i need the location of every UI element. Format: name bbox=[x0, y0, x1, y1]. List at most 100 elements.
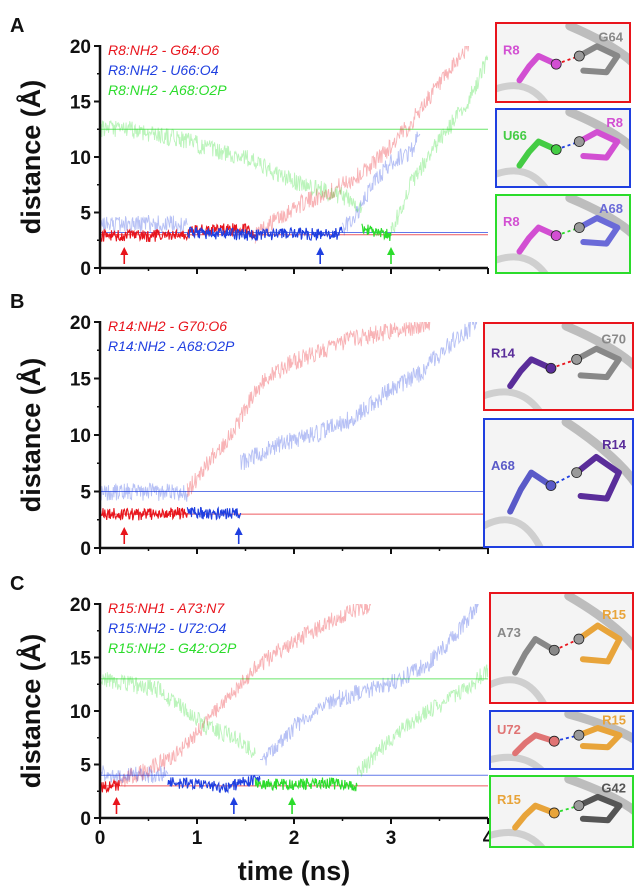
legend-entry-1: R15:NH2 - U72:O4 bbox=[108, 620, 226, 636]
legend-entry-2: R8:NH2 - A68:O2P bbox=[108, 82, 227, 98]
inset-frame bbox=[489, 775, 634, 848]
hydrogen-bond bbox=[550, 471, 578, 487]
inset-frame bbox=[489, 592, 634, 704]
inset-b-1: R14 G70 bbox=[483, 322, 634, 411]
ribbon-shape bbox=[495, 253, 550, 274]
atom-sphere bbox=[545, 480, 557, 492]
residue-sticks bbox=[512, 802, 558, 831]
atom-sphere bbox=[548, 807, 560, 819]
residue-sticks bbox=[512, 636, 558, 676]
series-line-1-seg-1 bbox=[186, 226, 344, 242]
inset-label: G42 bbox=[601, 781, 626, 796]
hydrogen-bond bbox=[550, 358, 577, 370]
ribbon-shape bbox=[565, 108, 631, 153]
series-line-2-seg-1 bbox=[361, 223, 392, 241]
y-tick-label: 5 bbox=[80, 204, 91, 225]
series-line-2-seg-0 bbox=[100, 672, 256, 758]
atom-sphere bbox=[571, 467, 583, 479]
arrow-head-2 bbox=[288, 797, 297, 805]
series-line-0-seg-1 bbox=[186, 322, 431, 498]
y-tick-label: 10 bbox=[70, 426, 91, 447]
residue-sticks bbox=[576, 43, 621, 76]
ribbon-shape bbox=[564, 710, 634, 745]
legend-entry-0: R14:NH2 - G70:O6 bbox=[108, 318, 227, 334]
residue-sticks bbox=[573, 454, 622, 502]
panel-label: A bbox=[10, 15, 24, 37]
inset-b-2: A68 R14 bbox=[483, 418, 634, 548]
legend-entry-1: R14:NH2 - A68:O2P bbox=[108, 338, 235, 354]
inset-a-1: R8 G64 bbox=[495, 22, 631, 103]
ribbon-shape bbox=[495, 167, 550, 188]
inset-c-2: U72 R15 bbox=[489, 710, 634, 770]
inset-a-2: U66 R8 bbox=[495, 108, 631, 188]
legend-entry-0: R15:NH1 - A73:N7 bbox=[108, 600, 225, 616]
residue-sticks bbox=[576, 129, 621, 161]
inset-label: G70 bbox=[601, 331, 626, 346]
inset-label: R15 bbox=[602, 607, 626, 622]
inset-label: U72 bbox=[497, 722, 521, 737]
atom-sphere bbox=[571, 353, 583, 365]
hydrogen-bond bbox=[553, 638, 580, 652]
y-tick-label: 10 bbox=[70, 148, 91, 169]
atom-sphere bbox=[573, 729, 585, 741]
series-line-2-seg-0 bbox=[100, 119, 363, 214]
series-line-2-seg-2 bbox=[356, 664, 488, 778]
inset-label: R8 bbox=[503, 42, 520, 57]
series-line-0-seg-1 bbox=[118, 604, 372, 788]
ribbon-shape bbox=[483, 516, 545, 548]
arrow-head-0 bbox=[112, 797, 121, 805]
y-tick-label: 15 bbox=[70, 370, 92, 391]
inset-label: R15 bbox=[602, 712, 626, 727]
series-line-1-seg-0 bbox=[100, 482, 188, 502]
residue-sticks bbox=[512, 732, 558, 757]
x-tick-label: 3 bbox=[386, 828, 397, 849]
series-line-1-seg-0 bbox=[100, 765, 169, 784]
y-tick-label: 15 bbox=[70, 649, 92, 670]
legend-entry-0: R8:NH2 - G64:O6 bbox=[108, 42, 219, 58]
residue-sticks bbox=[507, 356, 554, 390]
x-axis-label: time (ns) bbox=[238, 856, 351, 886]
arrow-head-2 bbox=[387, 247, 395, 255]
ribbon-shape bbox=[561, 418, 634, 489]
plot-area bbox=[100, 604, 488, 794]
atom-sphere bbox=[573, 222, 585, 234]
ribbon-shape bbox=[489, 828, 547, 848]
inset-label: R14 bbox=[491, 346, 516, 361]
residue-sticks bbox=[507, 469, 554, 515]
hydrogen-bond bbox=[554, 734, 580, 743]
ribbon-shape bbox=[489, 676, 548, 704]
series-line-0-seg-1 bbox=[254, 46, 470, 244]
series-line-1-seg-2 bbox=[342, 131, 421, 236]
y-axis-label: distance (Å) bbox=[15, 358, 46, 513]
hydrogen-bond bbox=[553, 804, 580, 814]
plot-area bbox=[100, 322, 488, 521]
inset-content: U66 R8 bbox=[495, 108, 631, 188]
atom-sphere bbox=[545, 362, 557, 374]
residue-sticks bbox=[575, 725, 623, 751]
inset-frame bbox=[495, 194, 631, 274]
x-tick-label: 0 bbox=[95, 828, 106, 849]
inset-background bbox=[483, 418, 634, 548]
legend-entry-1: R8:NH2 - U66:O4 bbox=[108, 62, 219, 78]
residue-sticks bbox=[576, 215, 621, 247]
ribbon-shape bbox=[564, 775, 634, 817]
inset-a-3: R8 A68 bbox=[495, 194, 631, 274]
panel-a: 0 5 10 15 20 distance (Å) A R8:NH2 - G64:O6 R8:N… bbox=[10, 15, 489, 280]
inset-frame bbox=[495, 108, 631, 188]
y-tick-label: 0 bbox=[80, 539, 91, 560]
arrow-head-1 bbox=[229, 797, 238, 805]
arrow-head-0 bbox=[120, 247, 129, 255]
inset-content: R8 G64 bbox=[495, 22, 631, 103]
legend-entry-2: R15:NH2 - G42:O2P bbox=[108, 640, 237, 656]
inset-background bbox=[489, 592, 634, 704]
series-line-1-seg-2 bbox=[240, 322, 479, 471]
series-line-0-seg-0 bbox=[100, 507, 188, 521]
inset-content: R14 G70 bbox=[483, 322, 634, 411]
inset-content: U72 R15 bbox=[489, 710, 634, 770]
atom-sphere bbox=[550, 58, 562, 70]
y-axis-label: distance (Å) bbox=[15, 634, 46, 789]
inset-label: R15 bbox=[497, 792, 521, 807]
residue-sticks bbox=[516, 138, 560, 169]
ribbon-shape bbox=[564, 592, 634, 654]
